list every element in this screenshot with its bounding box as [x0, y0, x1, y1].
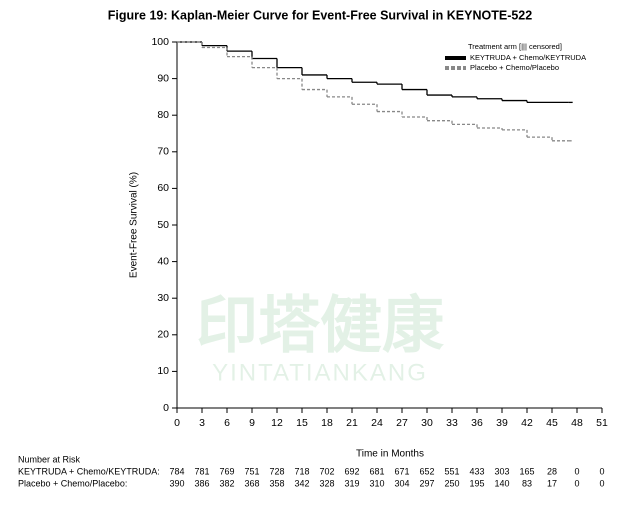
y-axis-label: Event-Free Survival (%): [129, 172, 140, 278]
risk-count: 784: [169, 466, 184, 476]
risk-count: 0: [599, 478, 604, 488]
y-tick-label: 70: [157, 146, 169, 158]
risk-count: 328: [319, 478, 334, 488]
x-tick-label: 9: [249, 417, 255, 429]
risk-count: 751: [244, 466, 259, 476]
legend-title: Treatment arm [||| censored]: [468, 42, 562, 51]
x-tick-label: 33: [446, 417, 458, 429]
x-tick-label: 42: [521, 417, 533, 429]
legend-label: Placebo + Chemo/Placebo: [470, 63, 559, 72]
risk-count: 319: [344, 478, 359, 488]
x-tick-label: 0: [174, 417, 180, 429]
x-tick-label: 24: [371, 417, 383, 429]
x-tick-label: 18: [321, 417, 333, 429]
x-tick-label: 36: [471, 417, 483, 429]
risk-count: 303: [494, 466, 509, 476]
risk-count: 692: [344, 466, 359, 476]
risk-count: 165: [519, 466, 534, 476]
risk-count: 671: [394, 466, 409, 476]
x-tick-label: 39: [496, 417, 508, 429]
x-axis-label: Time in Months: [356, 449, 424, 460]
risk-count: 28: [547, 466, 557, 476]
risk-count: 382: [219, 478, 234, 488]
risk-count: 250: [444, 478, 459, 488]
risk-count: 551: [444, 466, 459, 476]
y-tick-label: 50: [157, 219, 169, 231]
x-tick-label: 45: [546, 417, 558, 429]
y-tick-label: 10: [157, 365, 169, 377]
risk-count: 310: [369, 478, 384, 488]
risk-count: 297: [419, 478, 434, 488]
y-tick-label: 100: [151, 36, 169, 48]
y-tick-label: 80: [157, 109, 169, 121]
x-tick-label: 51: [596, 417, 608, 429]
risk-count: 728: [269, 466, 284, 476]
risk-count: 769: [219, 466, 234, 476]
watermark: 印塔健康: [196, 291, 444, 360]
y-tick-label: 20: [157, 329, 169, 341]
risk-count: 368: [244, 478, 259, 488]
risk-count: 652: [419, 466, 434, 476]
risk-count: 342: [294, 478, 309, 488]
risk-count: 702: [319, 466, 334, 476]
risk-count: 0: [574, 478, 579, 488]
risk-count: 0: [599, 466, 604, 476]
x-tick-label: 21: [346, 417, 358, 429]
risk-count: 304: [394, 478, 409, 488]
risk-count: 0: [574, 466, 579, 476]
x-tick-label: 3: [199, 417, 205, 429]
legend-label: KEYTRUDA + Chemo/KEYTRUDA: [470, 53, 586, 62]
x-tick-label: 12: [271, 417, 283, 429]
watermark: YINTATIANKANG: [212, 359, 428, 386]
x-tick-label: 6: [224, 417, 230, 429]
risk-table-title: Number at Risk: [18, 454, 81, 464]
risk-count: 195: [469, 478, 484, 488]
risk-row-label: KEYTRUDA + Chemo/KEYTRUDA:: [18, 466, 160, 476]
y-tick-label: 60: [157, 182, 169, 194]
risk-count: 718: [294, 466, 309, 476]
risk-count: 681: [369, 466, 384, 476]
x-tick-label: 30: [421, 417, 433, 429]
x-tick-label: 15: [296, 417, 308, 429]
x-tick-label: 48: [571, 417, 583, 429]
risk-count: 390: [169, 478, 184, 488]
risk-count: 140: [494, 478, 509, 488]
y-tick-label: 30: [157, 292, 169, 304]
risk-count: 433: [469, 466, 484, 476]
x-tick-label: 27: [396, 417, 408, 429]
y-tick-label: 90: [157, 72, 169, 84]
y-tick-label: 0: [163, 402, 169, 414]
chart-title: Figure 19: Kaplan-Meier Curve for Event-…: [108, 8, 532, 22]
risk-count: 83: [522, 478, 532, 488]
risk-count: 358: [269, 478, 284, 488]
y-tick-label: 40: [157, 255, 169, 267]
risk-count: 781: [194, 466, 209, 476]
risk-count: 17: [547, 478, 557, 488]
risk-row-label: Placebo + Chemo/Placebo:: [18, 478, 127, 488]
risk-count: 386: [194, 478, 209, 488]
